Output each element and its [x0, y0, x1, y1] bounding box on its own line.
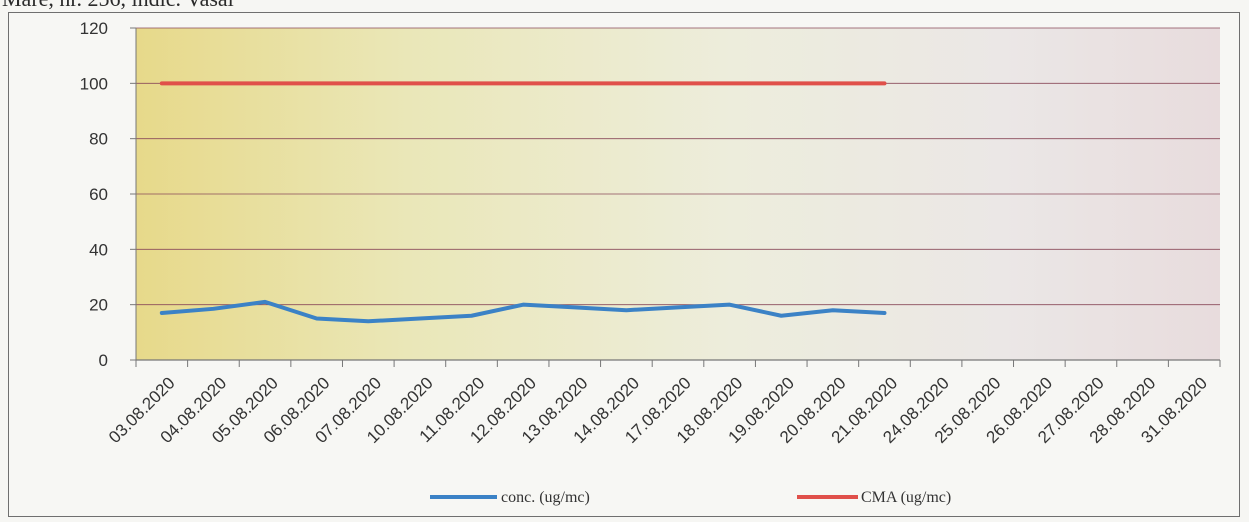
y-tick-label: 120 — [80, 19, 108, 38]
y-tick-label: 100 — [80, 74, 108, 93]
y-tick-label: 80 — [89, 130, 108, 149]
y-tick-label: 60 — [89, 185, 108, 204]
legend-label-conc: conc. (ug/mc) — [501, 489, 590, 506]
y-tick-label: 40 — [89, 240, 108, 259]
y-tick-label: 0 — [99, 351, 108, 370]
y-tick-label: 20 — [89, 296, 108, 315]
partial-caption-text: Mare, nr. 256, indic. Vasai — [2, 0, 234, 10]
legend-label-cma: CMA (ug/mc) — [861, 489, 951, 506]
